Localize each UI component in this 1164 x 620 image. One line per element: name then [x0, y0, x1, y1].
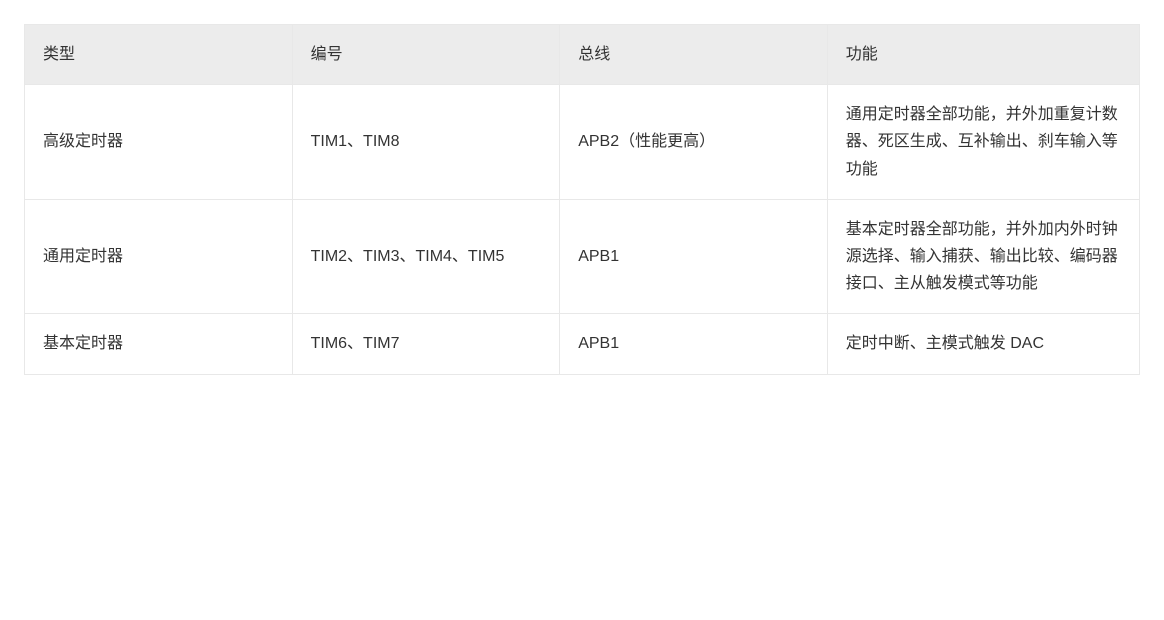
- cell-type: 通用定时器: [25, 199, 293, 314]
- table-header-row: 类型 编号 总线 功能: [25, 25, 1140, 85]
- cell-bus: APB1: [560, 314, 828, 374]
- column-header-number: 编号: [292, 25, 560, 85]
- table-row: 基本定时器 TIM6、TIM7 APB1 定时中断、主模式触发 DAC: [25, 314, 1140, 374]
- cell-type: 高级定时器: [25, 85, 293, 200]
- timer-table: 类型 编号 总线 功能 高级定时器 TIM1、TIM8 APB2（性能更高） 通…: [24, 24, 1140, 375]
- cell-bus: APB2（性能更高）: [560, 85, 828, 200]
- cell-number: TIM2、TIM3、TIM4、TIM5: [292, 199, 560, 314]
- cell-function: 定时中断、主模式触发 DAC: [827, 314, 1139, 374]
- table-row: 通用定时器 TIM2、TIM3、TIM4、TIM5 APB1 基本定时器全部功能…: [25, 199, 1140, 314]
- cell-function: 基本定时器全部功能，并外加内外时钟源选择、输入捕获、输出比较、编码器接口、主从触…: [827, 199, 1139, 314]
- table-row: 高级定时器 TIM1、TIM8 APB2（性能更高） 通用定时器全部功能，并外加…: [25, 85, 1140, 200]
- cell-number: TIM1、TIM8: [292, 85, 560, 200]
- column-header-bus: 总线: [560, 25, 828, 85]
- cell-type: 基本定时器: [25, 314, 293, 374]
- column-header-type: 类型: [25, 25, 293, 85]
- cell-function: 通用定时器全部功能，并外加重复计数器、死区生成、互补输出、刹车输入等功能: [827, 85, 1139, 200]
- cell-number: TIM6、TIM7: [292, 314, 560, 374]
- timer-table-container: 类型 编号 总线 功能 高级定时器 TIM1、TIM8 APB2（性能更高） 通…: [24, 24, 1140, 375]
- cell-bus: APB1: [560, 199, 828, 314]
- column-header-function: 功能: [827, 25, 1139, 85]
